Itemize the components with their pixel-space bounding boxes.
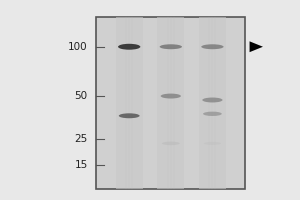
Text: 15: 15: [74, 160, 88, 170]
Ellipse shape: [162, 142, 180, 145]
Bar: [97, 17, 245, 189]
Bar: [158, 17, 184, 189]
Ellipse shape: [202, 98, 223, 102]
Ellipse shape: [118, 44, 140, 50]
Ellipse shape: [204, 142, 221, 145]
Text: 50: 50: [74, 91, 88, 101]
Ellipse shape: [161, 94, 181, 99]
Ellipse shape: [119, 113, 140, 118]
Bar: [199, 17, 226, 189]
Bar: [116, 17, 142, 189]
Ellipse shape: [203, 112, 222, 116]
Ellipse shape: [160, 44, 182, 49]
Text: 100: 100: [68, 42, 88, 52]
Text: 25: 25: [74, 134, 88, 144]
Ellipse shape: [201, 44, 224, 49]
Polygon shape: [250, 41, 263, 52]
